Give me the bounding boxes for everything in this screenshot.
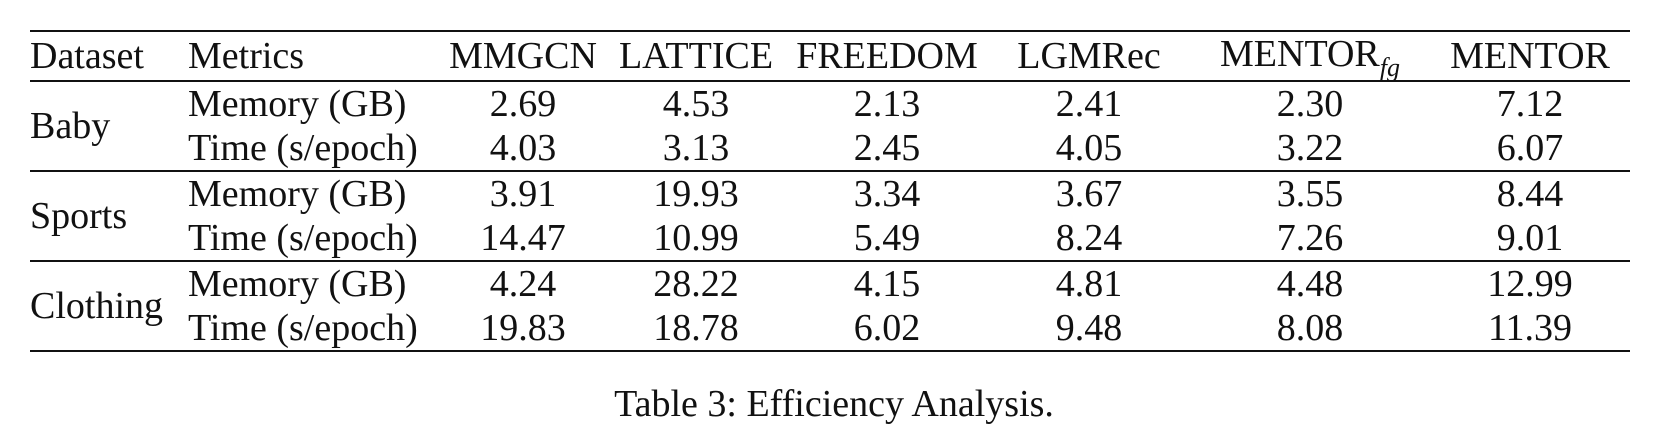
table-caption: Table 3: Efficiency Analysis. [614,383,1054,425]
table-cell: 2.30 [1276,83,1344,125]
table-cell: 28.22 [653,263,739,305]
method-name: FREEDOM [796,35,978,77]
table-cell: 4.24 [489,263,557,305]
table-cell: 4.03 [489,127,557,169]
table-row: Baby Memory (GB) 2.69 4.53 2.13 2.41 2.3… [30,81,1630,147]
header-dataset: Dataset [30,35,144,77]
table-cell: 10.99 [653,217,739,259]
header-method: MENTORfg [1190,31,1430,82]
method-name: MMGCN [449,35,597,77]
header-method: MENTOR [1430,31,1630,81]
table-cell: 4.15 [853,263,921,305]
table-row: Time (s/epoch) 4.03 3.13 2.45 4.05 3.22 … [30,126,1630,171]
metric-label: Time (s/epoch) [188,217,418,259]
table-cell: 3.55 [1276,173,1344,215]
table-cell: 6.02 [853,307,921,349]
dataset-label: Clothing [30,285,164,327]
table-header: Dataset Metrics MMGCN LATTICE FREEDOM LG… [30,31,1630,82]
table-cell: 2.45 [853,127,921,169]
table-row: Clothing Memory (GB) 4.24 28.22 4.15 4.8… [30,261,1630,327]
header-method: MMGCN [440,31,606,81]
table-cell: 7.12 [1496,83,1564,125]
table-cell: 2.41 [1055,83,1123,125]
efficiency-table-container: Dataset Metrics MMGCN LATTICE FREEDOM LG… [30,30,1630,352]
table-cell: 3.13 [662,127,730,169]
header-metrics: Metrics [188,35,305,77]
group-baby: Baby Memory (GB) 2.69 4.53 2.13 2.41 2.3… [30,81,1630,171]
table-cell: 19.83 [480,307,566,349]
table-row: Sports Memory (GB) 3.91 19.93 3.34 3.67 … [30,171,1630,237]
method-name: LATTICE [618,35,774,77]
table-cell: 19.93 [653,173,739,215]
header-row: Dataset Metrics MMGCN LATTICE FREEDOM LG… [30,31,1630,82]
table-cell: 4.05 [1055,127,1123,169]
metric-label: Memory (GB) [188,83,407,125]
table-cell: 9.01 [1496,217,1564,259]
table-cell: 11.39 [1487,307,1573,349]
dataset-label: Baby [30,105,111,147]
dataset-label: Sports [30,195,128,237]
table-cell: 2.13 [853,83,921,125]
group-clothing: Clothing Memory (GB) 4.24 28.22 4.15 4.8… [30,261,1630,351]
table-row: Time (s/epoch) 19.83 18.78 6.02 9.48 8.0… [30,306,1630,351]
table-cell: 3.22 [1276,127,1344,169]
method-name: MENTOR [1220,33,1380,75]
table-cell: 12.99 [1487,263,1573,305]
method-name: LGMRec [1017,35,1161,77]
table-cell: 4.48 [1276,263,1344,305]
table-cell: 3.91 [489,173,557,215]
table-row: Time (s/epoch) 14.47 10.99 5.49 8.24 7.2… [30,216,1630,261]
header-method: LGMRec [988,31,1190,81]
metric-label: Time (s/epoch) [188,127,418,169]
metric-label: Memory (GB) [188,173,407,215]
header-method: LATTICE [606,31,786,81]
table-cell: 3.67 [1055,173,1123,215]
table-cell: 8.24 [1055,217,1123,259]
method-subscript: fg [1379,53,1400,82]
table-cell: 14.47 [480,217,566,259]
table-cell: 5.49 [853,217,921,259]
table-cell: 7.26 [1276,217,1344,259]
group-sports: Sports Memory (GB) 3.91 19.93 3.34 3.67 … [30,171,1630,261]
table-cell: 8.44 [1496,173,1564,215]
table-cell: 8.08 [1276,307,1344,349]
metric-label: Time (s/epoch) [188,307,418,349]
table-cell: 6.07 [1496,127,1564,169]
table-cell: 4.53 [662,83,730,125]
table-cell: 2.69 [489,83,557,125]
header-method: FREEDOM [786,31,988,81]
metric-label: Memory (GB) [188,263,407,305]
method-name: MENTOR [1450,35,1610,77]
table-cell: 9.48 [1055,307,1123,349]
table-cell: 18.78 [653,307,739,349]
table-cell: 4.81 [1055,263,1123,305]
table-cell: 3.34 [853,173,921,215]
efficiency-table: Dataset Metrics MMGCN LATTICE FREEDOM LG… [30,30,1630,352]
